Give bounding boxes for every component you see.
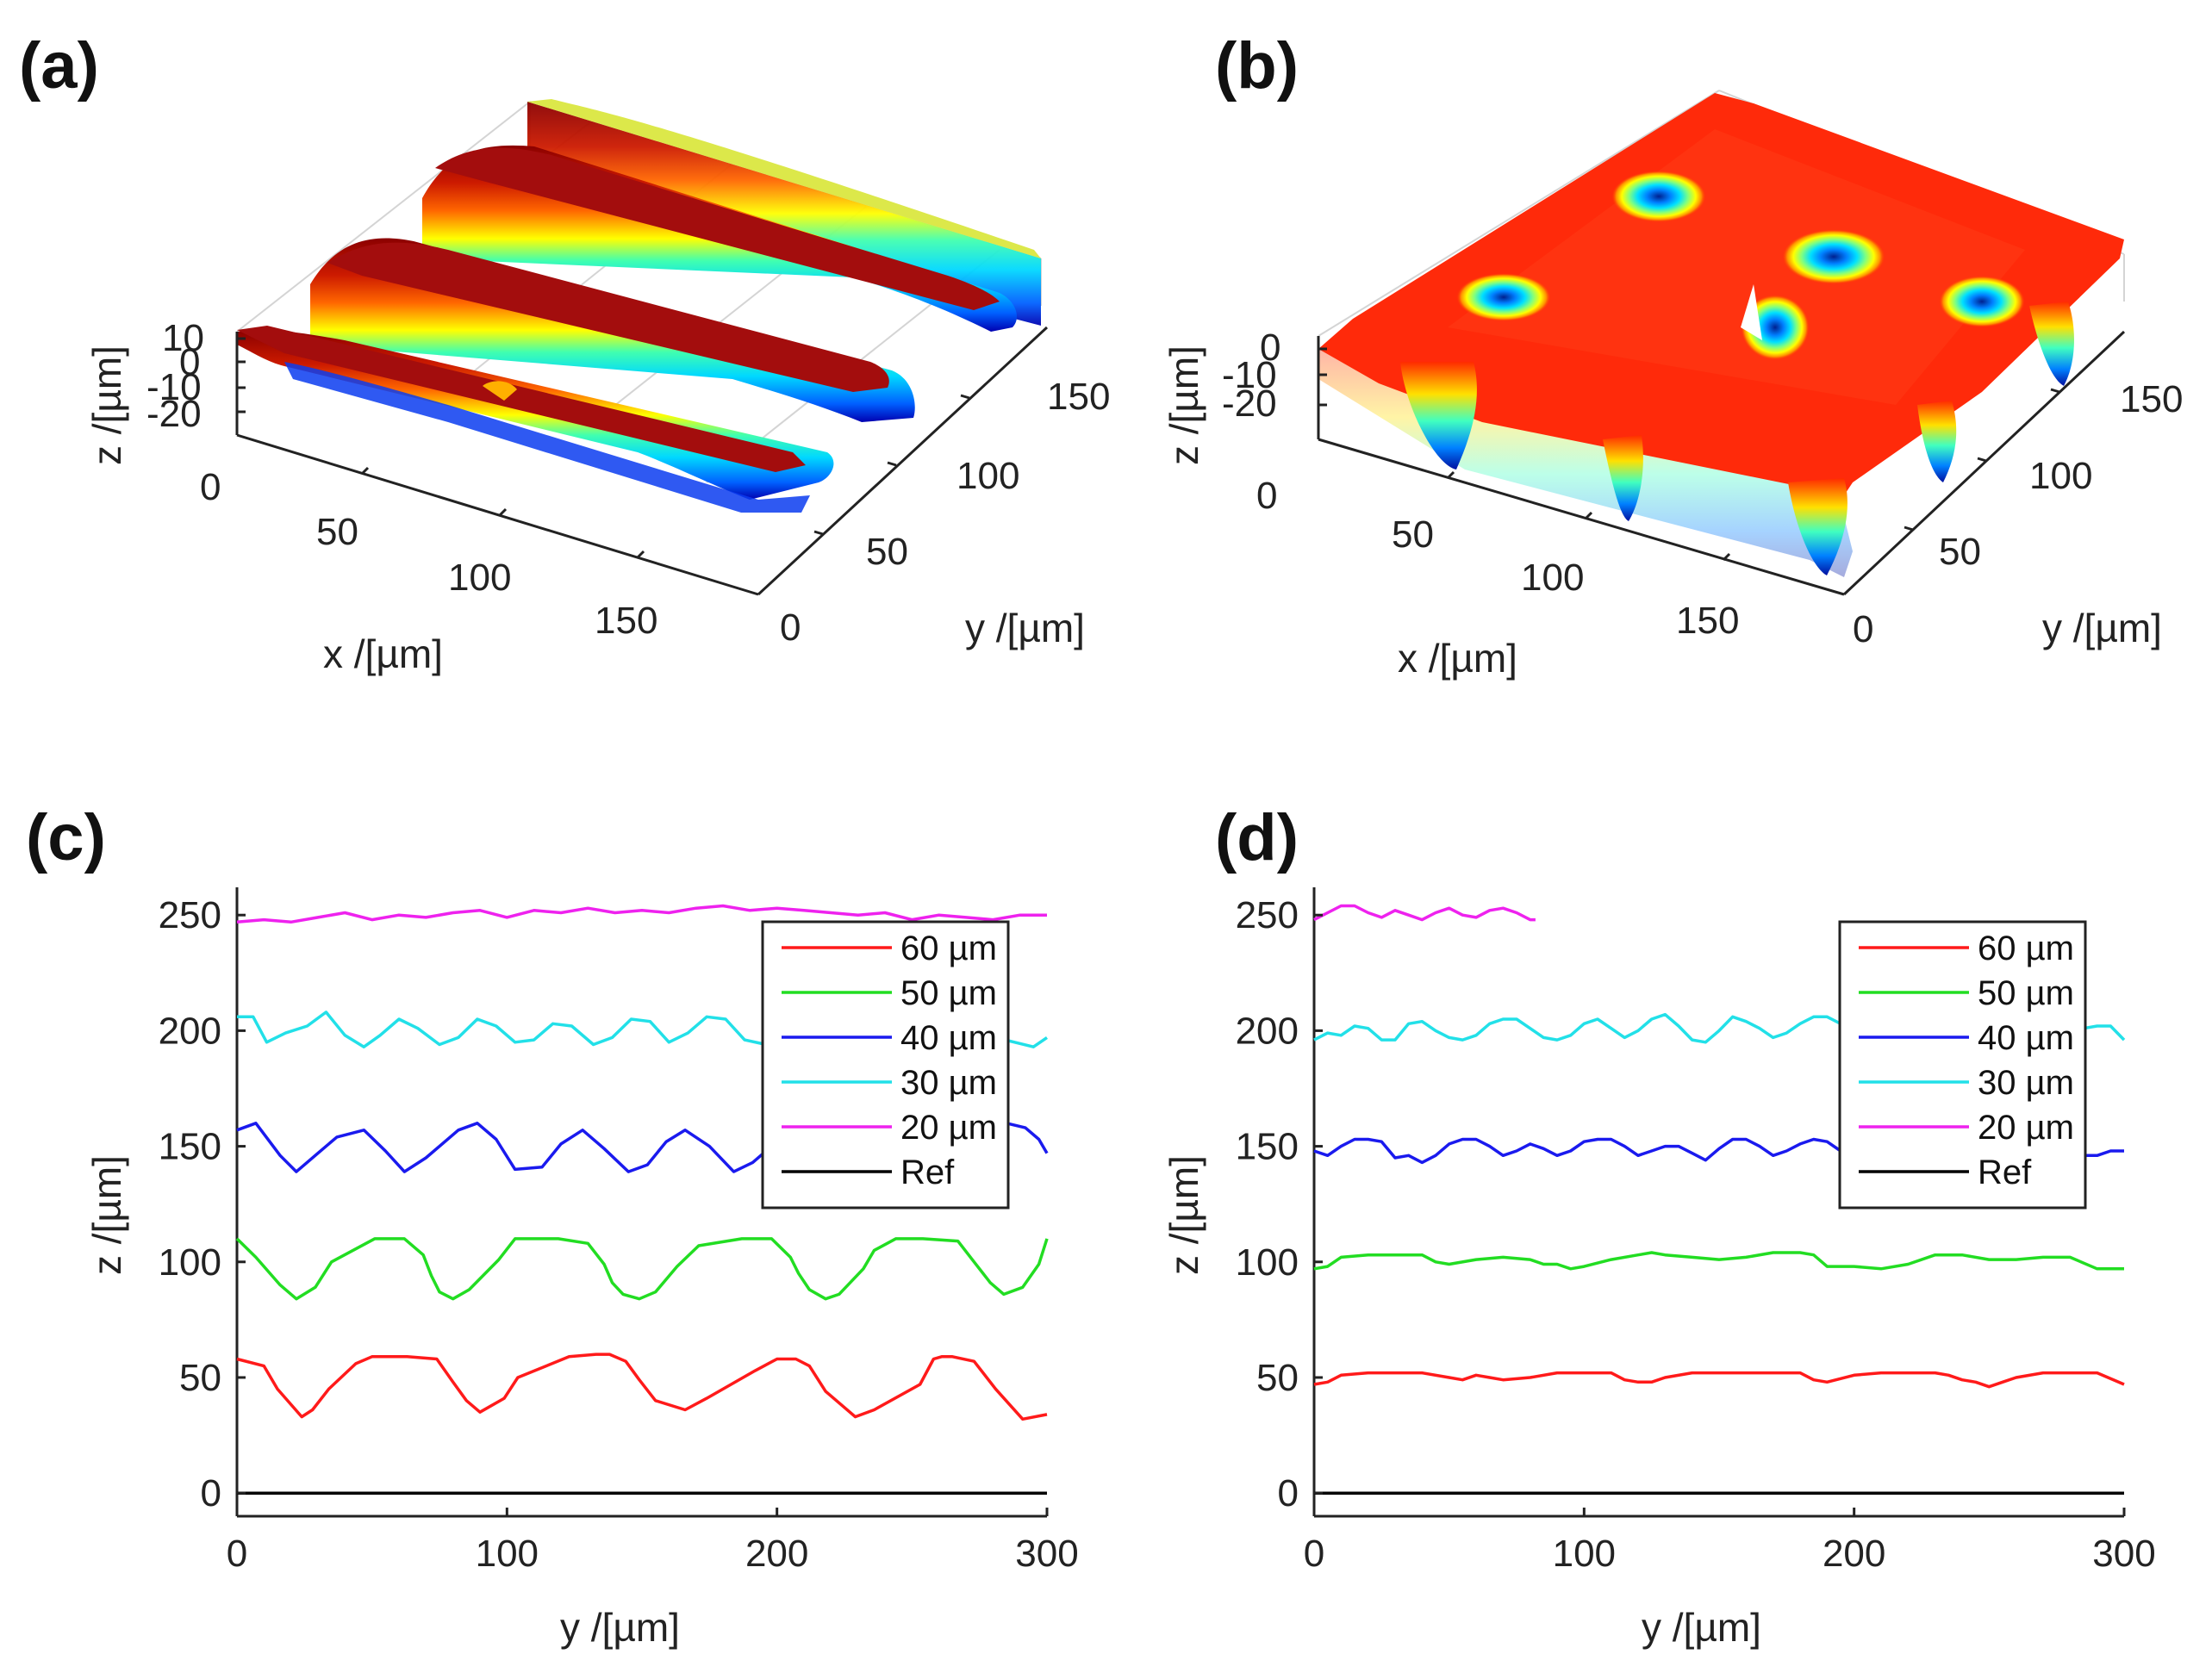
- legend-label-c-2: 40 µm: [900, 1019, 997, 1057]
- z-axis-label-a: z /[µm]: [84, 345, 129, 465]
- z-tick-b-m20: -20: [1222, 382, 1277, 425]
- y-tick-label-c-2: 100: [159, 1241, 221, 1284]
- series-line-c-4: [236, 904, 1047, 924]
- legend-box-d: [1838, 920, 2087, 1210]
- y-tick-b-100: 100: [2029, 455, 2092, 497]
- legend-label-c-3: 30 µm: [900, 1064, 997, 1102]
- surface-plot-b: 0 50 100 150 0 50 100 150 0 -10 -20 x /[…: [1162, 90, 2183, 681]
- y-tick-label-c-5: 250: [159, 894, 221, 936]
- x-tick-a-150: 150: [595, 600, 657, 642]
- legend-d: 60 µm 50 µm 40 µm 30 µm 20 µm Ref: [1838, 920, 2087, 1210]
- y-axis-label-b: y /[µm]: [2042, 606, 2162, 650]
- y-tick-label-c-4: 200: [159, 1010, 221, 1052]
- y-tick-label-d-2: 100: [1236, 1241, 1299, 1284]
- surface-b: [1318, 93, 2124, 577]
- x-tick-a-50: 50: [316, 511, 358, 553]
- y-axis-label-d: z /[µm]: [1162, 1155, 1206, 1275]
- panel-label-c: (c): [26, 801, 106, 874]
- axes-b: [1317, 330, 2126, 596]
- axes-a-ticks: [237, 337, 970, 559]
- z-axis-label-b: z /[µm]: [1162, 345, 1206, 465]
- axes-a: [235, 326, 1049, 596]
- legend-label-c-5: Ref: [900, 1154, 955, 1191]
- x-tick-label-d-0: 0: [1304, 1533, 1324, 1575]
- z-tick-b-m10: -10: [1222, 354, 1277, 396]
- x-tick-label-c-3: 300: [1015, 1533, 1078, 1575]
- panel-label-a: (a): [19, 29, 99, 103]
- series-line-c-1: [235, 1237, 1049, 1301]
- panel-label-b: (b): [1215, 29, 1299, 103]
- series-line-c-0: [236, 1353, 1048, 1421]
- legend-label-c-1: 50 µm: [900, 974, 997, 1012]
- y-tick-b-0: 0: [1853, 608, 1873, 650]
- legend-label-d-3: 30 µm: [1978, 1064, 2074, 1102]
- x-tick-label-d-1: 100: [1553, 1533, 1616, 1575]
- series-line-d-0: [1313, 1371, 2125, 1389]
- x-tick-label-d-3: 300: [2092, 1533, 2155, 1575]
- y-tick-a-150: 150: [1047, 376, 1110, 418]
- y-tick-label-d-4: 200: [1236, 1010, 1299, 1052]
- surface-plot-a: 0 50 100 150 0 50 100 150 10 0 -10 -20 x…: [84, 99, 1110, 676]
- y-tick-a-0: 0: [780, 606, 801, 649]
- y-axis-label-a: y /[µm]: [965, 606, 1085, 650]
- x-tick-b-100: 100: [1521, 557, 1584, 599]
- z-tick-a-10: 10: [162, 317, 204, 359]
- z-tick-a-m20: -20: [146, 393, 202, 435]
- x-axis-label-b: x /[µm]: [1398, 636, 1517, 681]
- y-tick-label-c-1: 50: [179, 1357, 221, 1399]
- legend-label-d-0: 60 µm: [1978, 930, 2074, 967]
- axes-b-ticks: [1318, 347, 2060, 562]
- y-axis-label-c: z /[µm]: [84, 1155, 129, 1275]
- series-line-d-4: [1313, 904, 1536, 922]
- z-tick-a-0: 0: [179, 341, 200, 383]
- y-tick-label-d-1: 50: [1256, 1357, 1299, 1399]
- x-tick-label-c-0: 0: [227, 1533, 247, 1575]
- legend-label-c-4: 20 µm: [900, 1109, 997, 1147]
- y-tick-label-d-3: 150: [1236, 1126, 1299, 1168]
- legend-label-c-0: 60 µm: [900, 930, 997, 967]
- legend-c: 60 µm 50 µm 40 µm 30 µm 20 µm Ref: [761, 920, 1010, 1210]
- y-tick-label-d-0: 0: [1278, 1472, 1299, 1514]
- x-tick-b-150: 150: [1676, 600, 1739, 642]
- x-axis-label-d: y /[µm]: [1642, 1605, 1761, 1650]
- ticks-c: 0 100 200 300 0 50 100 150 200 250: [159, 894, 1079, 1575]
- y-tick-b-150: 150: [2120, 378, 2183, 420]
- z-tick-a-m10: -10: [146, 366, 202, 408]
- x-tick-label-c-1: 100: [476, 1533, 539, 1575]
- y-tick-label-c-0: 0: [201, 1472, 221, 1514]
- legend-label-d-5: Ref: [1978, 1154, 2032, 1191]
- surface-a: [237, 99, 1041, 513]
- y-tick-a-100: 100: [956, 455, 1019, 497]
- line-plot-d: 0 100 200 300 0 50 100 150 200 250 60 µm 50 µm 40 µ…: [1162, 887, 2156, 1650]
- y-tick-b-50: 50: [1939, 531, 1981, 573]
- x-axis-label-a: x /[µm]: [323, 631, 443, 676]
- x-tick-b-50: 50: [1392, 513, 1434, 556]
- x-tick-label-d-2: 200: [1823, 1533, 1885, 1575]
- x-tick-a-100: 100: [448, 557, 511, 599]
- x-tick-b-0: 0: [1256, 475, 1277, 517]
- series-line-d-1: [1313, 1251, 2124, 1271]
- line-plot-c: 0 100 200 300 0 50 100 150 200 250 60 µm 50 µm 40 µ…: [84, 887, 1079, 1650]
- z-tick-b-0: 0: [1260, 327, 1280, 369]
- x-tick-a-0: 0: [200, 466, 221, 508]
- legend-box-c: [761, 920, 1010, 1210]
- legend-label-d-1: 50 µm: [1978, 974, 2074, 1012]
- ticks-d: 0 100 200 300 0 50 100 150 200 250: [1236, 894, 2156, 1575]
- y-tick-label-c-3: 150: [159, 1126, 221, 1168]
- legend-label-d-4: 20 µm: [1978, 1109, 2074, 1147]
- x-tick-label-c-2: 200: [745, 1533, 808, 1575]
- y-tick-a-50: 50: [866, 531, 908, 573]
- y-tick-label-d-5: 250: [1236, 894, 1299, 936]
- panel-label-d: (d): [1215, 801, 1299, 874]
- x-axis-label-c: y /[µm]: [560, 1605, 680, 1650]
- legend-label-d-2: 40 µm: [1978, 1019, 2074, 1057]
